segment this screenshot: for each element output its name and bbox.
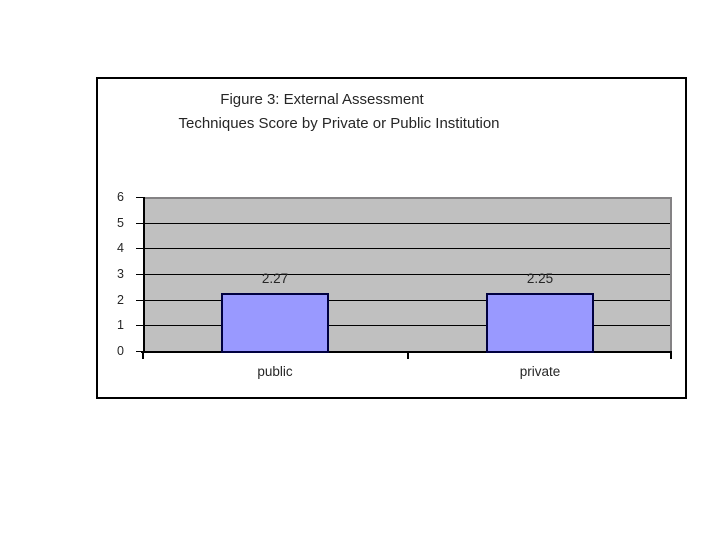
y-axis-label: 6 bbox=[117, 190, 124, 204]
x-axis-line bbox=[141, 351, 672, 353]
y-axis-tick bbox=[136, 197, 143, 198]
y-axis-tick bbox=[136, 300, 143, 301]
y-axis-tick bbox=[136, 351, 143, 352]
bar-private[interactable] bbox=[486, 293, 594, 353]
y-axis-label: 1 bbox=[117, 318, 124, 332]
y-axis-label: 4 bbox=[117, 241, 124, 255]
gridline bbox=[145, 248, 670, 249]
gridline bbox=[145, 223, 670, 224]
x-axis-tick bbox=[142, 353, 144, 359]
y-axis-tick bbox=[136, 223, 143, 224]
gridline bbox=[145, 274, 670, 275]
chart-title-line-2: Techniques Score by Private or Public In… bbox=[178, 115, 500, 132]
chart-frame[interactable]: Figure 3: External Assessment Techniques… bbox=[96, 77, 687, 399]
y-axis-tick bbox=[136, 274, 143, 275]
category-label-private: private bbox=[519, 364, 561, 379]
gridline bbox=[145, 300, 670, 301]
y-axis-label: 2 bbox=[117, 293, 124, 307]
x-axis-tick bbox=[407, 353, 409, 359]
data-label-private: 2.25 bbox=[526, 271, 554, 286]
y-axis-label: 3 bbox=[117, 267, 124, 281]
y-axis-tick bbox=[136, 325, 143, 326]
chart-title-line-1: Figure 3: External Assessment bbox=[220, 91, 424, 108]
y-axis-line bbox=[143, 197, 145, 353]
category-label-public: public bbox=[257, 364, 293, 379]
x-axis-tick bbox=[670, 353, 672, 359]
data-label-public: 2.27 bbox=[261, 271, 289, 286]
bar-public[interactable] bbox=[221, 293, 329, 353]
gridline bbox=[145, 325, 670, 326]
y-axis-label: 5 bbox=[117, 216, 124, 230]
y-axis-tick bbox=[136, 248, 143, 249]
y-axis-label: 0 bbox=[117, 344, 124, 358]
